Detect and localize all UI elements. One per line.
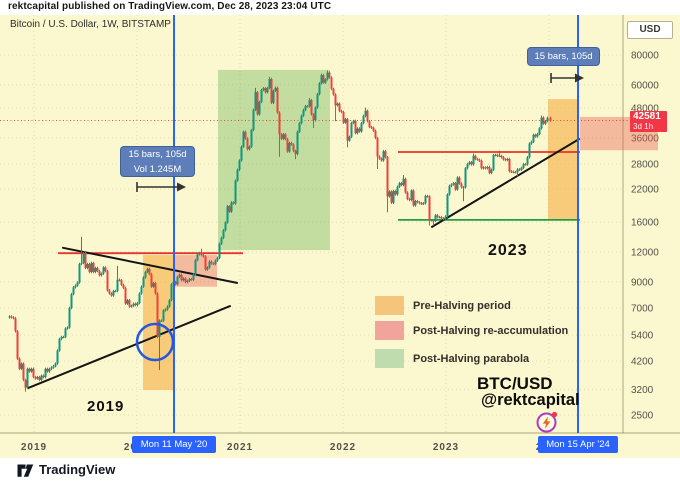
range-bars-label: 15 bars, 105d	[534, 51, 593, 62]
cycle-label-2019: 2019	[87, 398, 125, 415]
svg-text:2019: 2019	[21, 442, 47, 453]
legend-item-pre-halving: Pre-Halving period	[375, 296, 511, 315]
range-volume-label: Vol 1.245M	[133, 163, 182, 175]
range-arrow[interactable]	[550, 73, 584, 83]
chart-background	[0, 15, 680, 458]
legend-label: Pre-Halving period	[413, 299, 511, 312]
covid-low-circle[interactable]	[135, 322, 175, 362]
svg-text:2022: 2022	[330, 442, 356, 453]
cycle-label-2023: 2023	[488, 242, 528, 259]
chart-title: Bitcoin / U.S. Dollar, 1W, BITSTAMP	[10, 19, 171, 30]
range-arrow[interactable]	[136, 182, 186, 192]
reaccumulation-swatch	[375, 321, 404, 340]
svg-text:3200: 3200	[631, 385, 654, 396]
legend-item-reaccumulation: Post-Halving re-accumulation	[375, 321, 568, 340]
svg-text:36000: 36000	[631, 133, 659, 144]
attribution-text: rektcapital published on TradingView.com…	[8, 1, 332, 12]
watermark-symbol: BTC/USD	[477, 374, 553, 393]
price-axis-labels[interactable]: 80000 60000 48000 36000 28000 22000 16000 12000…	[631, 51, 659, 422]
currency-unit-button[interactable]: USD	[627, 21, 673, 39]
date-range-tooltip-left[interactable]: 15 bars, 105d Vol 1.245M	[120, 146, 195, 177]
target-date-label: Mon 15 Apr '24	[538, 436, 618, 453]
ascending-2019-trendline[interactable]	[27, 305, 231, 390]
legend-item-parabola: Post-Halving parabola	[375, 349, 529, 368]
ascending-2023-trendline[interactable]	[431, 138, 580, 228]
range-bars-label: 15 bars, 105d	[128, 149, 187, 160]
tradingview-logo-icon	[17, 464, 34, 477]
candles-layer	[8, 70, 552, 392]
legend-label: Post-Halving re-accumulation	[413, 324, 569, 337]
svg-text:16000: 16000	[631, 218, 659, 229]
svg-text:2023: 2023	[433, 442, 459, 453]
svg-text:4200: 4200	[631, 357, 654, 368]
svg-text:28000: 28000	[631, 160, 659, 171]
svg-text:5400: 5400	[631, 331, 654, 342]
footer-bar: TradingView	[0, 458, 680, 482]
svg-text:60000: 60000	[631, 80, 659, 91]
svg-text:2021: 2021	[227, 442, 253, 453]
svg-text:80000: 80000	[631, 51, 659, 62]
parabola-swatch	[375, 349, 404, 368]
flash-idea-icon	[536, 411, 558, 433]
time-axis-labels[interactable]: 201920202021202220232024	[21, 442, 562, 453]
svg-text:2500: 2500	[631, 411, 654, 422]
svg-text:12000: 12000	[631, 248, 659, 259]
tradingview-wordmark: TradingView	[39, 462, 116, 477]
svg-text:7000: 7000	[631, 304, 654, 315]
legend-label: Post-Halving parabola	[413, 352, 530, 365]
svg-text:9000: 9000	[631, 277, 654, 288]
svg-text:22000: 22000	[631, 185, 659, 196]
descending-2019-trendline[interactable]	[62, 246, 238, 284]
svg-text:48000: 48000	[631, 104, 659, 115]
watermark-author: @rektcapital	[481, 391, 580, 409]
last-price-tag: 42581 3d 1h	[630, 111, 667, 132]
halving-date-label: Mon 11 May '20	[132, 436, 216, 453]
last-price-value: 42581	[633, 111, 661, 122]
grid-lines	[0, 15, 623, 433]
price-chart[interactable]: 80000 60000 48000 36000 28000 22000 16000 12000…	[0, 15, 680, 458]
date-range-tooltip-right[interactable]: 15 bars, 105d	[527, 47, 600, 66]
zone-pre-halving-2024[interactable]	[548, 99, 578, 219]
attribution-bar: rektcapital published on TradingView.com…	[0, 0, 680, 15]
bar-close-countdown: 3d 1h	[633, 122, 654, 131]
pre-halving-swatch	[375, 296, 404, 315]
